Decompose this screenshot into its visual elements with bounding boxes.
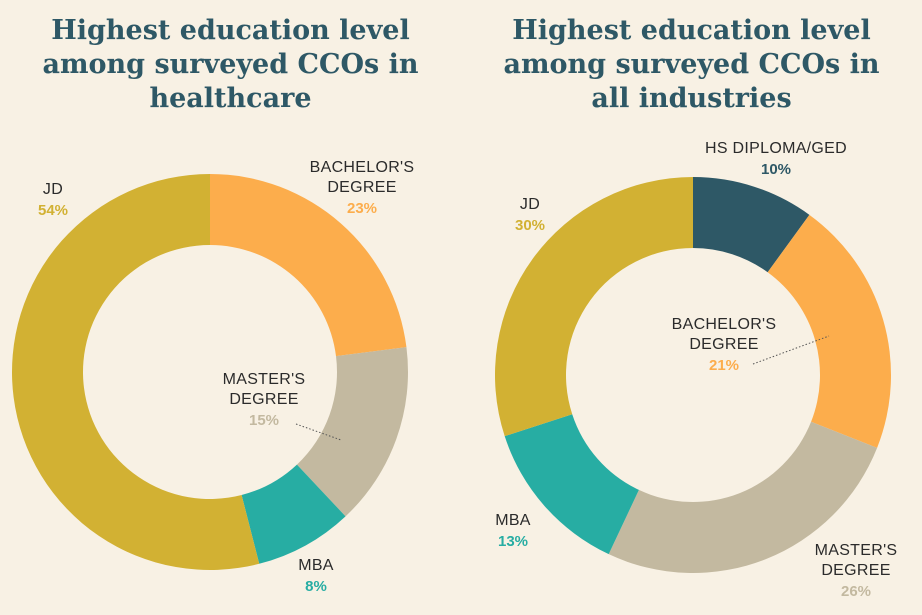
slice-label-bachelor-s-degree: BACHELOR'S DEGREE 23%: [310, 159, 415, 217]
title-line: Highest education level: [512, 15, 871, 46]
slice-bachelor-s-degree: [210, 174, 407, 357]
chart-title-healthcare: Highest education level among surveyed C…: [0, 14, 461, 116]
slice-mba: [504, 414, 639, 555]
slice-label-text: MASTER'S: [815, 542, 898, 559]
title-line: Highest education level: [51, 15, 410, 46]
slice-label-mba: MBA 8%: [298, 557, 334, 595]
leader-line-bachelor-s-degree: [752, 335, 830, 365]
chart-panel-healthcare: Highest education level among surveyed C…: [0, 14, 461, 595]
slice-value-label: 21%: [709, 357, 739, 374]
donut-chart-healthcare: BACHELOR'S DEGREE 23% MASTER'S DEGREE 15% MBA 8…: [12, 159, 415, 595]
slice-label-text: HS DIPLOMA/GED: [705, 140, 847, 157]
slice-label-master-s-degree: MASTER'S DEGREE 26%: [815, 542, 898, 600]
title-line: healthcare: [149, 83, 312, 114]
slice-label-hs-diploma-ged: HS DIPLOMA/GED 10%: [705, 140, 847, 178]
slice-value-label: 10%: [761, 161, 791, 178]
slice-jd: [495, 177, 693, 437]
slice-label-text: MBA: [298, 557, 334, 574]
slice-label-text: DEGREE: [821, 562, 890, 579]
slice-label-jd: JD 54%: [38, 181, 68, 219]
slice-label-text: JD: [520, 196, 540, 213]
slice-master-s-degree: [296, 347, 408, 517]
title-line: among surveyed CCOs in: [503, 49, 880, 80]
slice-label-text: JD: [43, 181, 63, 198]
leader-line-master-s-degree: [295, 423, 342, 441]
chart-panel-all-industries: Highest education level among surveyed C…: [461, 0, 922, 615]
slice-label-mba: MBA 13%: [495, 512, 531, 550]
slice-value-label: 15%: [249, 412, 279, 429]
chart-title-all-industries: Highest education level among surveyed C…: [461, 14, 922, 116]
slice-value-label: 13%: [498, 533, 528, 550]
slice-master-s-degree: [608, 421, 878, 573]
slice-value-label: 26%: [841, 583, 871, 600]
slice-label-text: MBA: [495, 512, 531, 529]
slice-label-bachelor-s-degree: BACHELOR'S DEGREE 21%: [672, 316, 777, 374]
slice-jd: [12, 174, 260, 570]
slice-label-text: MASTER'S: [223, 371, 306, 388]
slice-label-text: DEGREE: [689, 336, 758, 353]
slice-value-label: 23%: [347, 200, 377, 217]
slice-label-text: BACHELOR'S: [310, 159, 415, 176]
title-line: all industries: [591, 83, 792, 114]
slice-bachelor-s-degree: [767, 214, 891, 448]
slice-value-label: 30%: [515, 217, 545, 234]
slice-hs-diploma-ged: [693, 177, 810, 273]
slice-label-text: BACHELOR'S: [672, 316, 777, 333]
slice-value-label: 54%: [38, 202, 68, 219]
slice-label-text: DEGREE: [327, 179, 396, 196]
slice-mba: [241, 464, 346, 564]
slice-label-master-s-degree: MASTER'S DEGREE 15%: [223, 371, 306, 429]
title-line: among surveyed CCOs in: [42, 49, 419, 80]
slice-label-text: DEGREE: [229, 391, 298, 408]
donut-chart-all-industries: HS DIPLOMA/GED 10% BACHELOR'S DEGREE 21% MAST…: [495, 140, 898, 600]
slice-value-label: 8%: [305, 578, 327, 595]
slice-label-jd: JD 30%: [515, 196, 545, 234]
